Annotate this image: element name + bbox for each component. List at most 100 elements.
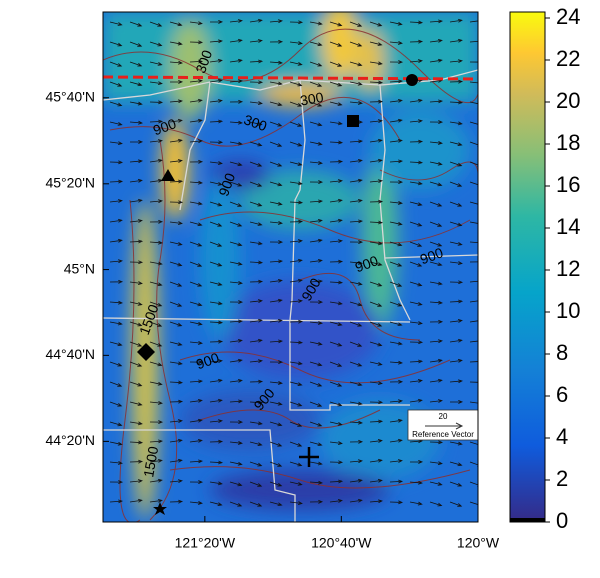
wind-arrow xyxy=(229,201,243,207)
wind-arrow xyxy=(229,241,243,247)
wind-arrow xyxy=(389,261,403,267)
wind-arrow xyxy=(229,420,244,425)
wind-arrow xyxy=(229,501,243,507)
colorbar-tick-label: 20 xyxy=(556,88,580,113)
wind-arrow xyxy=(449,221,463,227)
wind-arrow xyxy=(129,219,143,223)
wind-arrow xyxy=(349,158,363,163)
wind-arrow xyxy=(189,201,203,206)
wind-arrow xyxy=(209,19,224,24)
wind-arrow xyxy=(369,341,383,347)
wind-arrow xyxy=(469,319,478,323)
wind-arrow xyxy=(129,178,143,183)
wind-arrow xyxy=(469,361,478,363)
wind-arrow xyxy=(349,41,363,47)
colorbar-tick-label: 4 xyxy=(556,424,568,449)
wind-arrow xyxy=(109,61,123,67)
wind-arrow xyxy=(149,219,164,224)
wind-arrow xyxy=(329,61,343,67)
colorbar-tick-label: 2 xyxy=(556,466,568,491)
wind-arrow xyxy=(429,440,444,445)
wind-arrow xyxy=(469,501,478,507)
wind-arrow xyxy=(169,60,183,65)
wind-arrow xyxy=(129,81,143,87)
wind-arrow xyxy=(309,441,323,447)
wind-arrow xyxy=(169,261,183,267)
wind-arrow xyxy=(209,181,223,186)
wind-arrow xyxy=(389,341,403,346)
x-tick-label: 120°40'W xyxy=(311,535,372,551)
wind-arrow xyxy=(389,60,404,65)
wind-arrow xyxy=(229,338,243,343)
wind-arrow xyxy=(109,179,124,184)
wind-arrow xyxy=(349,21,363,27)
wind-arrow xyxy=(149,321,163,327)
wind-arrow xyxy=(469,181,478,187)
wind-arrow xyxy=(309,421,323,427)
wind-arrow xyxy=(429,461,443,466)
wind-arrow xyxy=(189,79,203,83)
wind-arrow xyxy=(429,120,444,125)
wind-arrow xyxy=(289,161,303,166)
wind-arrow xyxy=(269,380,283,385)
wind-arrow xyxy=(369,61,383,66)
wind-arrow xyxy=(209,481,223,486)
wind-arrow xyxy=(269,161,283,167)
wind-arrow xyxy=(309,300,324,305)
y-tick-label: 45°40'N xyxy=(45,88,95,104)
wind-arrow xyxy=(389,241,403,247)
wind-arrow xyxy=(369,99,384,104)
wind-arrow xyxy=(369,478,383,483)
wind-arrow xyxy=(309,320,323,325)
wind-arrow xyxy=(209,460,224,465)
wind-arrow xyxy=(329,159,344,164)
colorbar-tick-label: 12 xyxy=(556,256,580,281)
wind-arrow xyxy=(249,121,263,126)
wind-arrow xyxy=(349,178,363,183)
wind-arrow xyxy=(309,101,323,107)
wind-arrow xyxy=(389,159,403,164)
wind-arrow xyxy=(169,41,183,46)
wind-arrow xyxy=(469,261,478,263)
wind-arrow xyxy=(249,359,263,364)
wind-arrow xyxy=(269,101,283,107)
wind-arrow xyxy=(329,401,343,407)
wind-arrow xyxy=(209,241,223,247)
wind-arrow xyxy=(469,381,478,383)
wind-arrow xyxy=(469,161,478,167)
wind-arrow xyxy=(249,161,263,167)
wind-arrow xyxy=(249,318,263,323)
wind-arrow xyxy=(349,439,364,444)
wind-arrow xyxy=(189,261,203,267)
wind-arrow xyxy=(289,61,303,66)
wind-arrow xyxy=(469,280,478,283)
wind-arrow xyxy=(369,119,383,124)
wind-arrow xyxy=(389,200,403,205)
wind-arrow xyxy=(109,141,123,146)
wind-arrow xyxy=(109,199,123,203)
wind-arrow xyxy=(189,398,203,403)
wind-arrow xyxy=(369,241,383,246)
wind-arrow xyxy=(229,58,243,63)
wind-arrow xyxy=(229,300,244,304)
contour-label: 900 xyxy=(418,244,446,267)
wind-arrow xyxy=(449,501,463,507)
wind-arrow xyxy=(389,180,404,185)
colorbar-tick-label: 0 xyxy=(556,508,568,533)
wind-arrow xyxy=(149,240,163,245)
wind-arrow xyxy=(429,140,443,145)
wind-arrow xyxy=(449,280,464,285)
wind-arrow xyxy=(369,458,383,463)
wind-arrow xyxy=(169,159,183,163)
wind-arrow xyxy=(309,61,323,67)
wind-arrow xyxy=(189,459,203,464)
wind-arrow xyxy=(469,61,478,63)
wind-arrow xyxy=(149,139,163,143)
wind-arrow xyxy=(289,381,303,386)
wind-arrow xyxy=(149,199,163,204)
colorbar-tick-label: 24 xyxy=(556,4,580,29)
wind-arrow xyxy=(269,441,283,447)
wind-arrow xyxy=(189,180,203,185)
wind-arrow xyxy=(409,379,423,383)
wind-arrow xyxy=(449,59,463,64)
